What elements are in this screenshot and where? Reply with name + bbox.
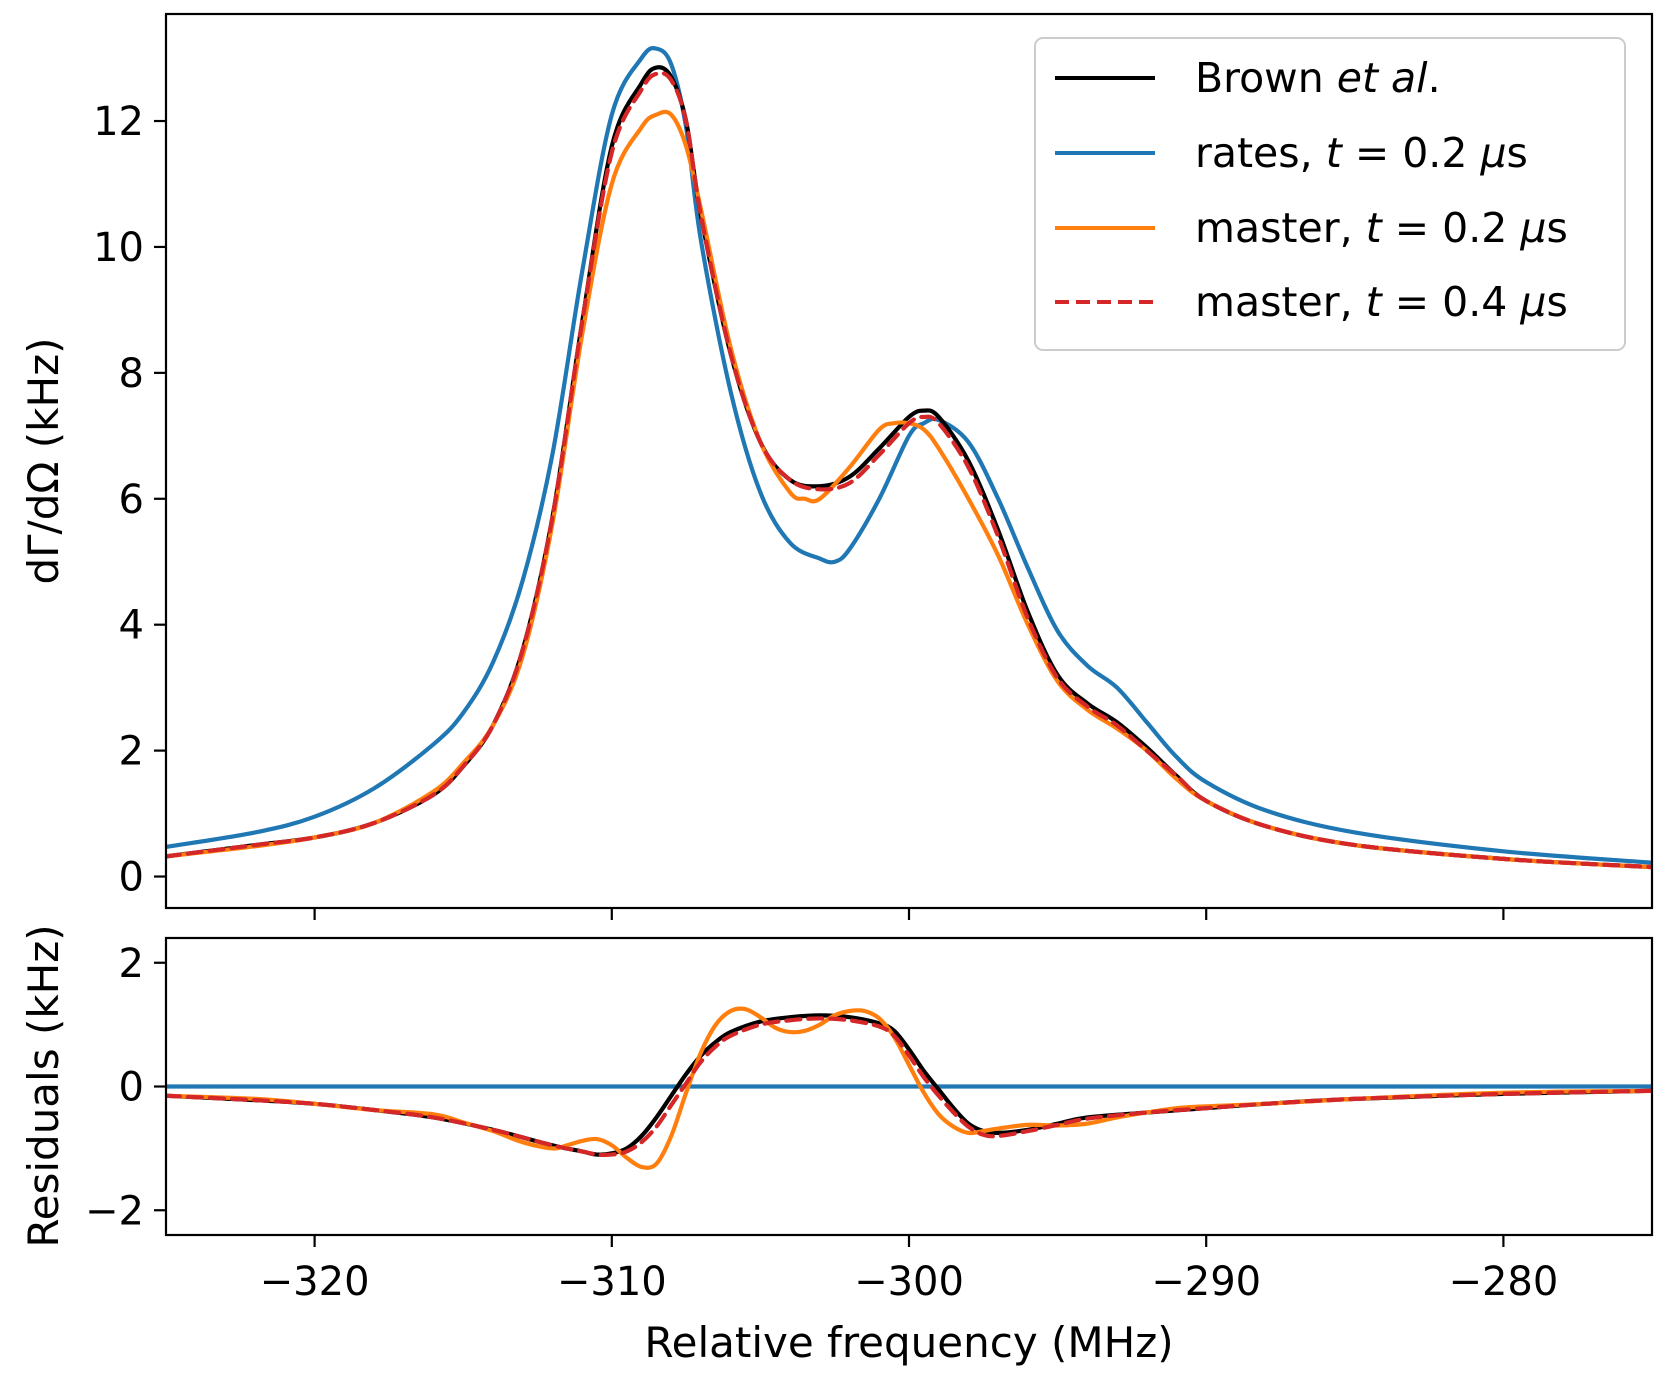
legend-label-rates-part-5: s: [1507, 129, 1528, 177]
bottom-ytick-label: 2: [119, 941, 144, 987]
top-y-axis: 0 2 4 6 8 10 12: [93, 99, 166, 901]
bottom-y-axis-label: Residuals (kHz): [19, 924, 68, 1247]
top-ytick-label: 2: [119, 729, 144, 775]
legend-label-rates-part-3: = 0.2: [1342, 129, 1481, 177]
top-ytick-label: 8: [119, 351, 144, 397]
legend-label-master-04-part-2: t: [1366, 278, 1384, 326]
legend-label-master-04-part-3: = 0.4: [1382, 278, 1521, 326]
xtick-label: −300: [854, 1259, 964, 1305]
legend-label-master-02: master, t = 0.2 μs: [1195, 204, 1568, 252]
legend-label-brown-part-2: et al: [1337, 54, 1428, 102]
legend-label-master-04: master, t = 0.4 μs: [1195, 278, 1568, 326]
legend: Brown et al. rates, t = 0.2 μs master, t…: [1034, 37, 1626, 351]
top-ytick-label: 4: [119, 603, 144, 649]
top-ytick-label: 0: [119, 855, 144, 901]
top-y-axis-label: dΓ/dΩ (kHz): [19, 337, 68, 584]
legend-label-master-02-part-4: μ: [1519, 204, 1546, 252]
bottom-panel: −2 0 2 −320 −310 −300 −290 −280 Residuals (kHz…: [19, 924, 1654, 1367]
bottom-y-axis: −2 0 2: [85, 941, 166, 1234]
legend-label-master-04-part-1: master,: [1195, 278, 1366, 326]
xtick-label: −320: [260, 1259, 370, 1305]
bottom-series-master-t-0-2-s: [166, 1006, 1652, 1170]
top-x-axis-ticks: [313, 908, 1505, 920]
legend-label-brown-part-3: .: [1428, 54, 1441, 102]
bottom-series-master-t-0-4-s: [166, 1016, 1652, 1158]
top-series-master-t-0-4-s: [166, 70, 1652, 870]
top-ytick-label: 10: [93, 225, 144, 271]
legend-label-master-04-part-4: μ: [1519, 278, 1546, 326]
legend-label-master-02-part-2: t: [1366, 204, 1384, 252]
legend-box: [1034, 37, 1626, 351]
top-panel: 0 2 4 6 8 10 12 dΓ/dΩ (kHz) Brown et al. rates…: [19, 12, 1654, 920]
xtick-label: −280: [1448, 1259, 1558, 1305]
legend-label-master-02-part-5: s: [1546, 204, 1567, 252]
legend-label-rates-part-1: rates,: [1195, 129, 1326, 177]
bottom-series-group: [166, 1006, 1652, 1170]
legend-label-brown-part-1: Brown: [1195, 54, 1337, 102]
xtick-label: −310: [557, 1259, 667, 1305]
top-ytick-label: 12: [93, 99, 144, 145]
legend-label-rates: rates, t = 0.2 μs: [1195, 129, 1528, 177]
legend-label-master-02-part-3: = 0.2: [1382, 204, 1521, 252]
top-series-rates-t-0-2-s: [166, 46, 1652, 865]
top-ytick-label: 6: [119, 477, 144, 523]
bottom-x-axis: −320 −310 −300 −290 −280: [260, 1235, 1558, 1305]
top-series-group: [166, 46, 1652, 870]
legend-label-brown: Brown et al.: [1195, 54, 1441, 102]
x-axis-label: Relative frequency (MHz): [644, 1318, 1173, 1367]
bottom-ytick-label: −2: [85, 1188, 144, 1234]
bottom-ytick-label: 0: [119, 1065, 144, 1111]
xtick-label: −290: [1151, 1259, 1261, 1305]
legend-label-master-04-part-5: s: [1546, 278, 1567, 326]
legend-label-master-02-part-1: master,: [1195, 204, 1366, 252]
legend-label-rates-part-4: μ: [1479, 129, 1506, 177]
legend-label-rates-part-2: t: [1326, 129, 1344, 177]
